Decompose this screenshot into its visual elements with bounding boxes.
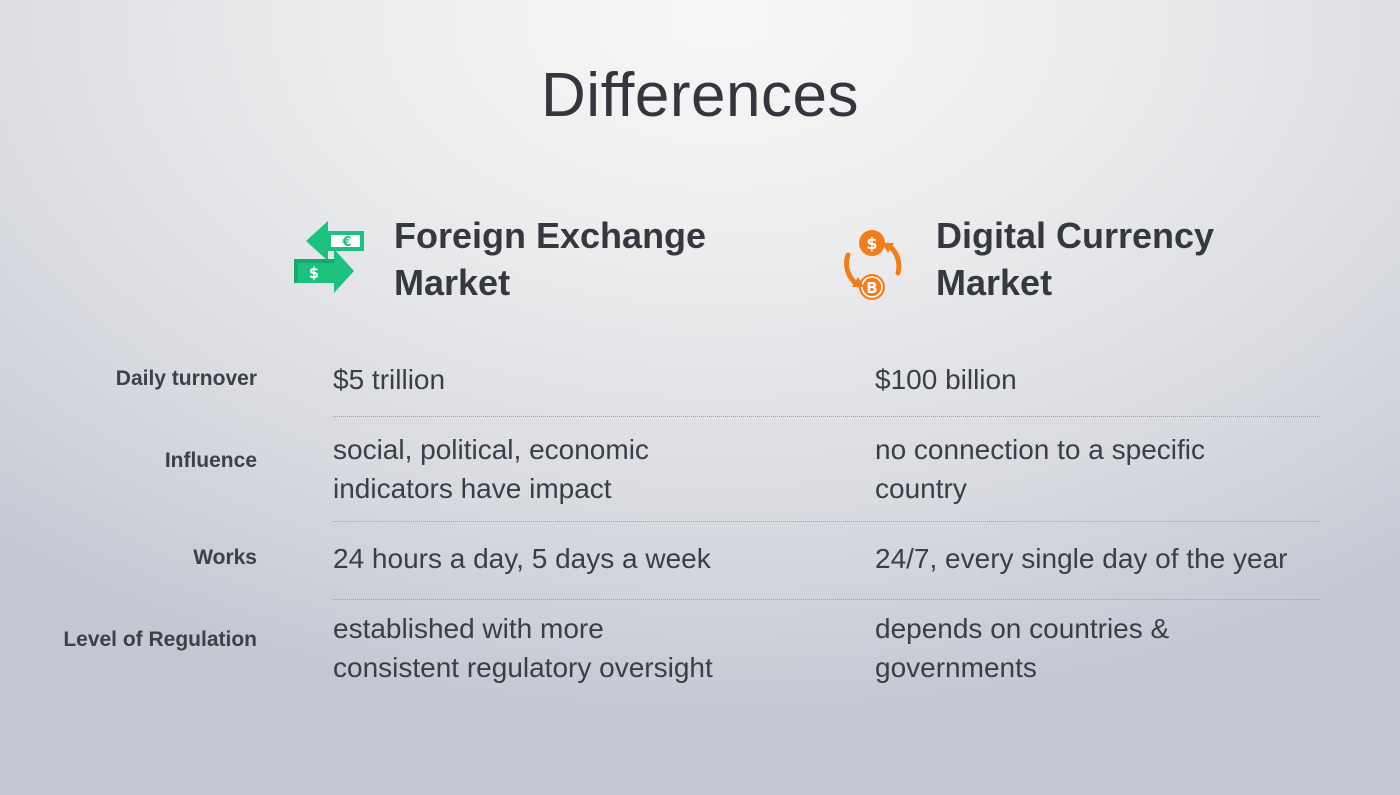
fx-column-header: € $ Foreign Exchange Market [292,212,714,306]
fx-regulation: established with more consistent regulat… [333,609,713,687]
fx-header-line1: Foreign Exchange [394,215,707,256]
dc-influence-line2: country [875,473,967,504]
dc-column-header: $ B Digital Currency Market [834,212,1256,306]
fx-regulation-line1: established with more [333,613,604,644]
dc-works: 24/7, every single day of the year [875,539,1287,578]
fx-daily-turnover: $5 trillion [333,360,445,399]
dc-regulation-line1: depends on countries & [875,613,1170,644]
svg-text:$: $ [309,264,319,282]
fx-influence-line2: indicators have impact [333,473,612,504]
row-label-level-of-regulation: Level of Regulation [63,628,257,651]
svg-text:$: $ [866,234,877,253]
row-divider [333,521,1320,522]
dc-daily-turnover-line1: $100 billion [875,364,1017,395]
fx-works-line1: 24 hours a day, 5 days a week [333,543,711,574]
currency-exchange-icon: € $ [294,221,364,293]
dc-regulation: depends on countries & governments [875,609,1169,687]
fx-header-line2: Market [394,262,511,303]
fx-influence-line1: social, political, economic [333,434,649,465]
svg-text:€: € [341,235,351,250]
row-divider [333,416,1320,417]
slide-title: Differences [541,61,859,130]
fx-regulation-line2: consistent regulatory oversight [333,652,713,683]
row-label-daily-turnover: Daily turnover [115,367,257,390]
row-label-works: Works [193,546,257,569]
row-label-influence: Influence [164,449,257,472]
dc-daily-turnover: $100 billion [875,360,1017,399]
dc-header-line1: Digital Currency [936,215,1215,256]
dc-regulation-line2: governments [875,652,1037,683]
fx-daily-turnover-line1: $5 trillion [333,364,446,395]
row-divider [333,599,1320,600]
fx-works: 24 hours a day, 5 days a week [333,539,711,578]
dc-works-line1: 24/7, every single day of the year [875,543,1288,574]
dc-influence-line1: no connection to a specific [875,434,1205,465]
crypto-exchange-icon: $ B [844,230,902,300]
dc-influence: no connection to a specific country [875,430,1205,508]
dc-header-line2: Market [936,262,1053,303]
svg-text:B: B [866,279,877,297]
fx-influence: social, political, economic indicators h… [333,430,649,508]
